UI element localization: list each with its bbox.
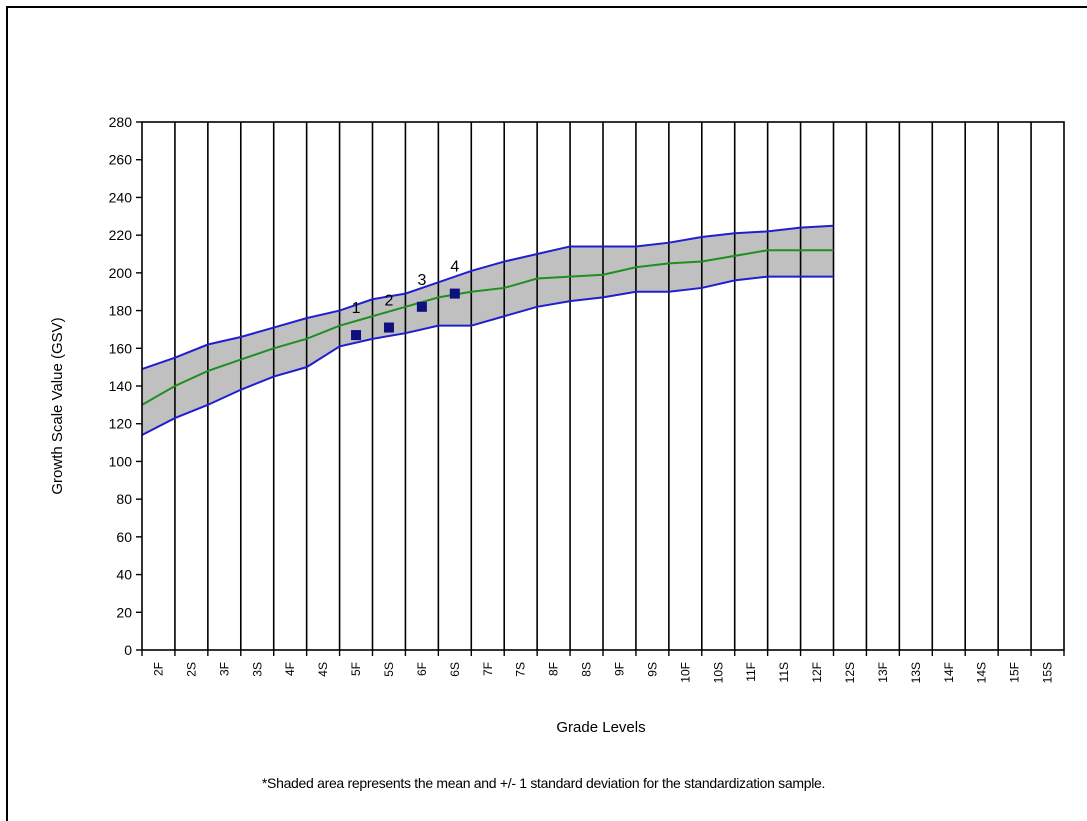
y-tick-label-80: 80: [116, 491, 132, 507]
x-tick-label-3F: 3F: [217, 662, 231, 676]
x-tick-label-7F: 7F: [481, 662, 495, 676]
band-fill: [142, 225, 834, 436]
data-point-3: [416, 301, 427, 312]
y-tick-label-280: 280: [109, 114, 133, 130]
y-tick-label-260: 260: [109, 152, 133, 168]
x-tick-label-4S: 4S: [316, 662, 330, 677]
data-points: 1 2 3 4: [351, 259, 460, 341]
series-line-lower: [141, 275, 834, 436]
chart-frame: [6, 6, 1087, 821]
x-tick-label-6S: 6S: [448, 662, 462, 677]
x-tick-label-9S: 9S: [645, 662, 659, 677]
x-tick-label-13F: 13F: [876, 662, 890, 683]
point-label-1: 1: [352, 300, 361, 317]
y-tick-label-100: 100: [109, 453, 133, 469]
x-tick-label-10F: 10F: [678, 662, 692, 683]
x-tick-label-4F: 4F: [283, 662, 297, 676]
x-tick-label-8F: 8F: [547, 662, 561, 676]
x-tick-label-3S: 3S: [250, 662, 264, 677]
std-dev-band: [142, 225, 834, 436]
x-tick-labels: 2F 2S 3F 3S 4F 4S 5F 5S 6F 6S 7F 7S 8F 8S 9F 9S 10F 10S 11…: [151, 662, 1054, 683]
y-tick-label-60: 60: [116, 529, 132, 545]
point-label-4: 4: [450, 259, 459, 276]
y-tick-label-0: 0: [124, 642, 132, 658]
x-tick-label-13S: 13S: [909, 662, 923, 683]
y-tick-label-140: 140: [109, 378, 133, 394]
x-tick-label-8S: 8S: [580, 662, 594, 677]
x-tick-label-14S: 14S: [975, 662, 989, 683]
x-tick-label-11S: 11S: [777, 662, 791, 682]
x-tick-label-12S: 12S: [843, 662, 857, 683]
x-tick-label-14F: 14F: [942, 662, 956, 683]
y-tick-label-160: 160: [109, 340, 133, 356]
data-point-2: [383, 322, 394, 333]
series-lines: [141, 224, 834, 436]
x-tick-label-15F: 15F: [1008, 662, 1022, 683]
data-point-1: [351, 330, 362, 341]
y-tick-label-40: 40: [116, 567, 132, 583]
data-point-4: [449, 288, 460, 299]
x-tick-label-2S: 2S: [184, 662, 198, 677]
series-line-upper: [141, 224, 834, 370]
x-tick-label-12F: 12F: [810, 662, 824, 683]
x-tick-label-15S: 15S: [1041, 662, 1055, 683]
series-line-mean: [141, 249, 834, 406]
x-axis-label: Grade Levels: [556, 719, 645, 736]
x-tick-label-9F: 9F: [612, 662, 626, 676]
y-axis-label: Growth Scale Value (GSV): [49, 317, 66, 494]
x-tick-label-5S: 5S: [382, 662, 396, 677]
y-tick-label-200: 200: [109, 265, 133, 281]
y-tick-label-20: 20: [116, 604, 132, 620]
chart-footnote: *Shaded area represents the mean and +/-…: [261, 775, 826, 791]
y-tick-label-220: 220: [109, 227, 133, 243]
y-tick-label-180: 180: [109, 303, 133, 319]
x-tick-label-7S: 7S: [514, 662, 528, 677]
x-tick-label-11F: 11F: [744, 662, 758, 682]
y-tick-label-240: 240: [109, 189, 133, 205]
x-tick-label-5F: 5F: [349, 662, 363, 676]
point-label-3: 3: [417, 272, 426, 289]
x-tick-label-6F: 6F: [415, 662, 429, 676]
vertical-gridlines: [174, 122, 1032, 650]
x-tick-label-10S: 10S: [711, 662, 725, 683]
point-label-2: 2: [385, 293, 394, 310]
x-tick-label-2F: 2F: [151, 662, 165, 676]
y-tick-labels: 0 20 40 60 80 100 120 140 160 180 200 220 240 260 280: [109, 114, 133, 658]
axes: [136, 121, 1065, 656]
y-tick-label-120: 120: [109, 416, 133, 432]
